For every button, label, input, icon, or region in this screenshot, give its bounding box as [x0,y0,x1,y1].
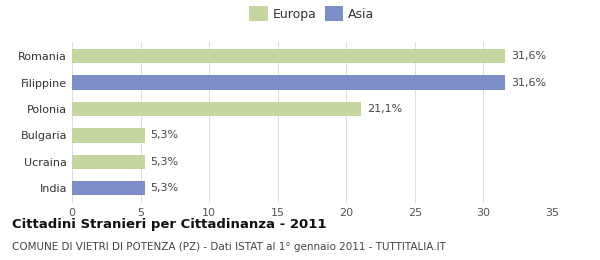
Text: 5,3%: 5,3% [150,157,178,167]
Text: COMUNE DI VIETRI DI POTENZA (PZ) - Dati ISTAT al 1° gennaio 2011 - TUTTITALIA.IT: COMUNE DI VIETRI DI POTENZA (PZ) - Dati … [12,242,446,252]
Text: 31,6%: 31,6% [511,51,546,61]
Text: 5,3%: 5,3% [150,131,178,140]
Text: 21,1%: 21,1% [367,104,402,114]
Bar [72,75,505,90]
Bar [72,154,145,169]
Bar [72,181,145,196]
Text: Cittadini Stranieri per Cittadinanza - 2011: Cittadini Stranieri per Cittadinanza - 2… [12,218,326,231]
Bar [72,128,145,143]
Text: 5,3%: 5,3% [150,183,178,193]
Text: 31,6%: 31,6% [511,77,546,88]
Legend: Europa, Asia: Europa, Asia [245,3,379,25]
Bar [72,102,361,116]
Bar [72,49,505,63]
